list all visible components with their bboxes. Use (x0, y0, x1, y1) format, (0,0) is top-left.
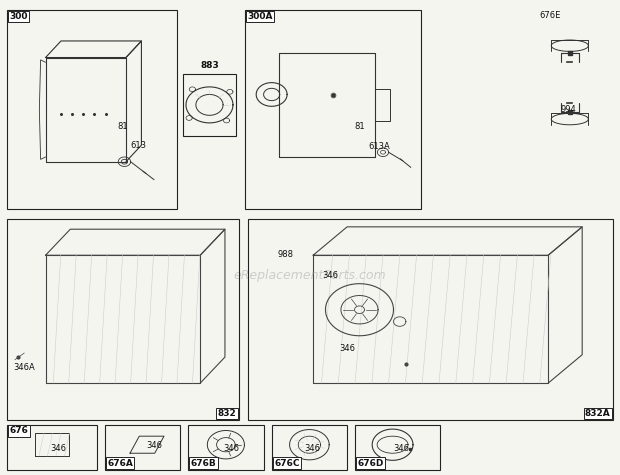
Bar (7, 425, 97, 470)
Bar (7, 10, 177, 209)
Text: 676C: 676C (274, 459, 299, 468)
Bar (188, 425, 264, 470)
Text: 346: 346 (394, 444, 410, 453)
Text: 346: 346 (304, 444, 320, 453)
Text: 676A: 676A (107, 459, 133, 468)
Bar (7, 218, 239, 420)
Text: 676: 676 (9, 427, 29, 436)
Text: 346: 346 (146, 441, 162, 450)
Text: 613: 613 (131, 141, 146, 150)
Text: 613A: 613A (368, 142, 390, 151)
Bar (105, 425, 180, 470)
Text: 832A: 832A (585, 409, 611, 418)
Text: 346A: 346A (13, 363, 35, 372)
Text: 676D: 676D (358, 459, 384, 468)
Text: 300: 300 (9, 12, 28, 21)
Bar (272, 425, 347, 470)
Bar (183, 74, 236, 136)
Bar (248, 218, 613, 420)
Text: 346: 346 (223, 444, 239, 453)
Text: 346: 346 (322, 271, 339, 280)
Text: 81: 81 (117, 122, 128, 131)
Text: 883: 883 (200, 61, 219, 70)
Bar (355, 425, 440, 470)
Text: 994: 994 (560, 105, 576, 114)
Text: 346: 346 (340, 344, 356, 353)
Text: eReplacementParts.com: eReplacementParts.com (234, 269, 386, 282)
Text: 988: 988 (278, 249, 294, 258)
Text: 300A: 300A (247, 12, 273, 21)
Text: 346: 346 (50, 444, 66, 453)
Text: 676E: 676E (539, 11, 560, 20)
Text: 81: 81 (355, 122, 365, 131)
Text: 676B: 676B (190, 459, 216, 468)
Text: 832: 832 (218, 409, 236, 418)
Bar (245, 10, 422, 209)
